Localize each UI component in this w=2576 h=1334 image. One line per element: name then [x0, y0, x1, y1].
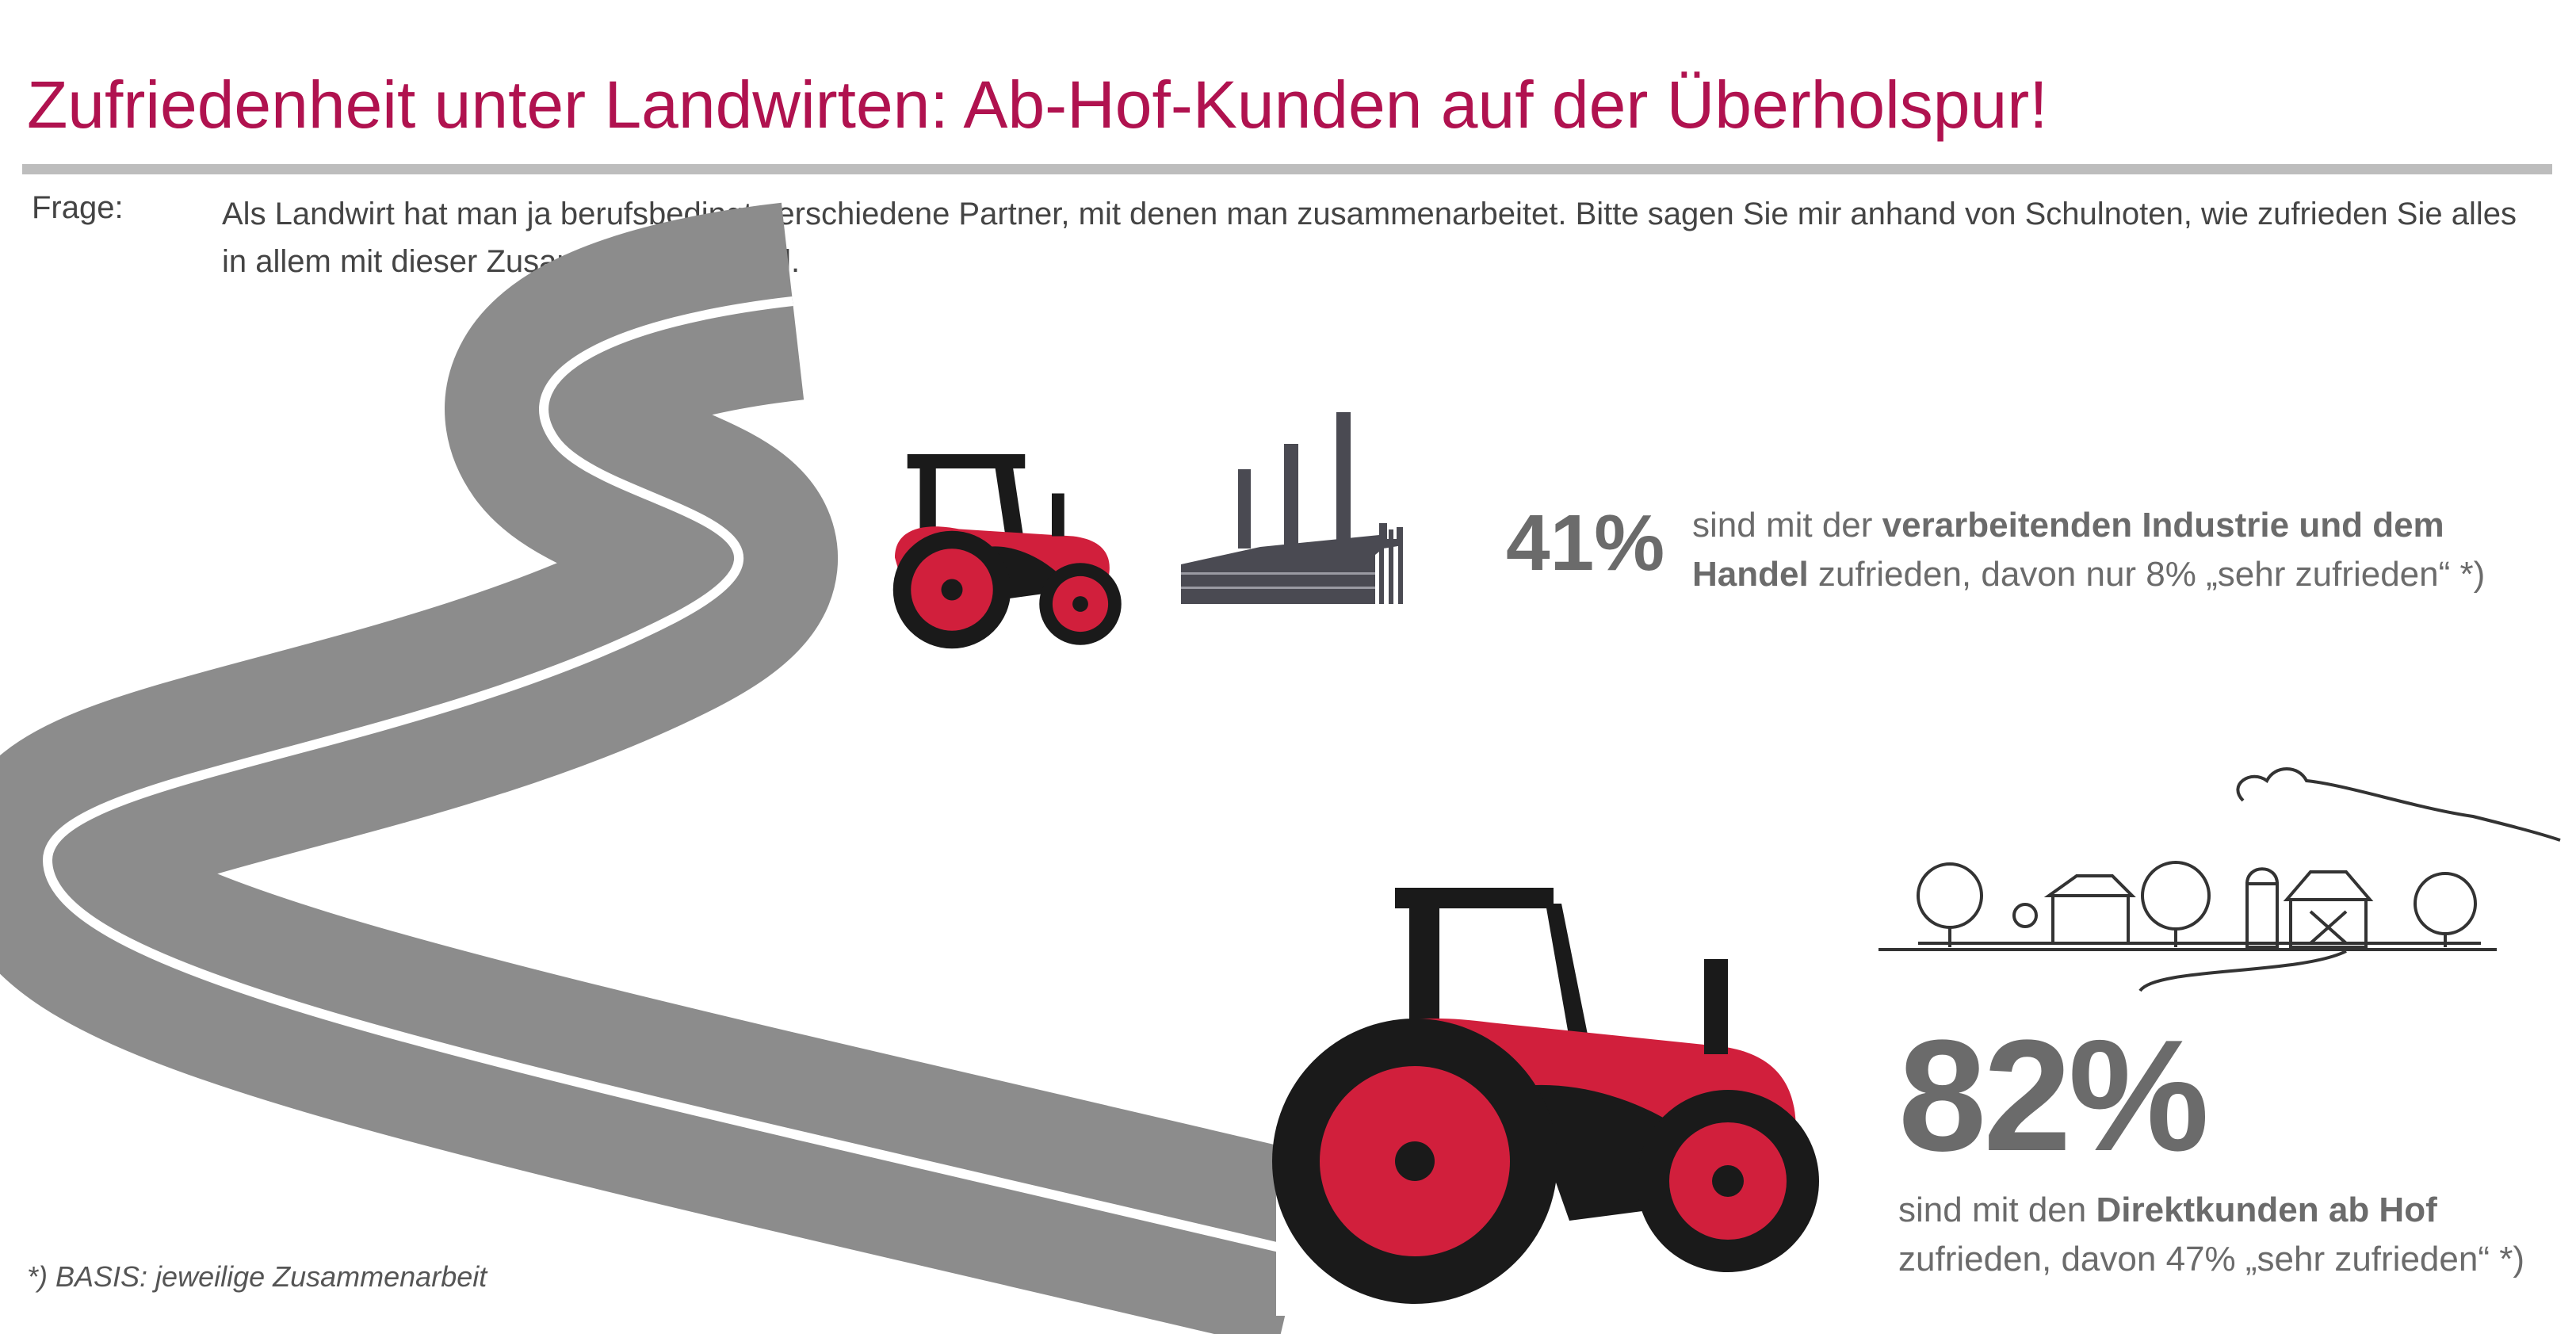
tractor-icon-large: [1272, 888, 1819, 1304]
question-label: Frage:: [32, 190, 124, 225]
direct-description: sind mit den Direktkunden ab Hof zufried…: [1898, 1186, 2572, 1284]
road-illustration: [0, 202, 1324, 1334]
industry-percent: 41%: [1506, 499, 1665, 587]
factory-icon: [1181, 412, 1403, 604]
footnote: *) BASIS: jeweilige Zusammenarbeit: [27, 1260, 487, 1293]
direct-text-pre: sind mit den: [1898, 1191, 2096, 1229]
industry-text-post: zufrieden, davon nur 8% „sehr zufrieden“…: [1808, 555, 2486, 594]
industry-description: sind mit der verarbeitenden Industrie un…: [1692, 501, 2564, 599]
title-divider: [22, 164, 2552, 174]
page-title: Zufriedenheit unter Landwirten: Ab-Hof-K…: [27, 67, 2048, 142]
tractor-icon: [892, 454, 1122, 649]
farm-landscape-icon: [1878, 767, 2561, 992]
direct-text-bold: Direktkunden ab Hof: [2096, 1191, 2437, 1229]
industry-text-pre: sind mit der: [1692, 506, 1882, 545]
industry-text-bold: verarbeitenden Industrie und dem Handel: [1692, 506, 2444, 594]
direct-percent: 82%: [1898, 1007, 2209, 1184]
direct-text-post: zufrieden, davon 47% „sehr zufrieden“ *): [1898, 1240, 2524, 1279]
